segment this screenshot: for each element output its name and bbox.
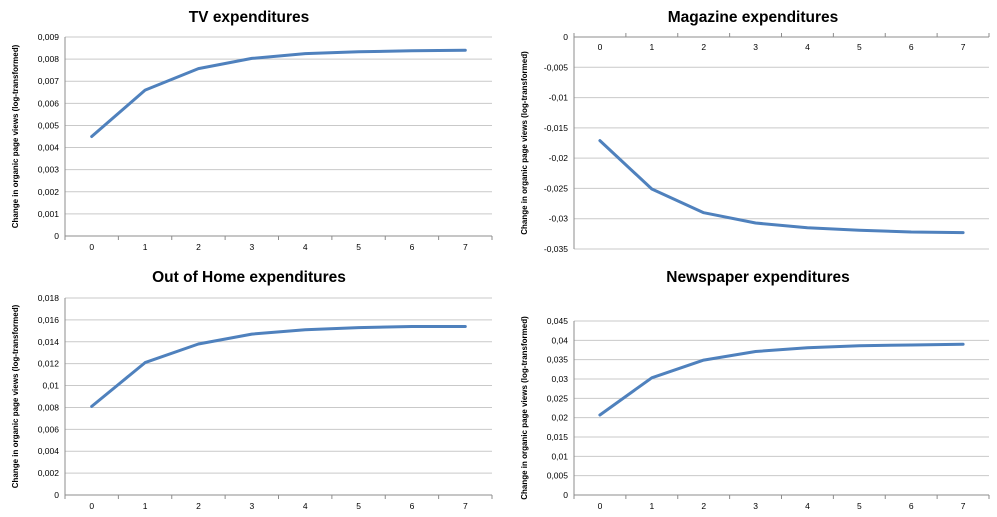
y-tick-label: 0 (54, 231, 59, 241)
x-tick-label: 3 (249, 501, 254, 511)
y-tick-label: 0,012 (38, 359, 60, 369)
y-tick-label: 0 (563, 490, 568, 500)
y-tick-label: -0,005 (544, 62, 568, 72)
y-tick-label: 0,01 (42, 381, 59, 391)
y-tick-label: 0,018 (38, 293, 60, 303)
x-tick-label: 2 (701, 42, 706, 52)
x-tick-label: 6 (909, 501, 914, 511)
x-tick-label: 5 (356, 242, 361, 252)
y-tick-label: 0,016 (38, 315, 60, 325)
data-point (962, 343, 965, 346)
y-tick-label: 0 (563, 32, 568, 42)
x-tick-label: 7 (961, 42, 966, 52)
y-axis-label: Change in organic page views (log-transf… (520, 316, 529, 500)
data-point (858, 344, 861, 347)
chart-title: Magazine expenditures (668, 9, 839, 26)
x-tick-label: 7 (961, 501, 966, 511)
chart-title: TV expenditures (189, 9, 310, 26)
x-tick-label: 2 (196, 242, 201, 252)
y-tick-label: 0,004 (38, 446, 60, 456)
y-tick-label: 0,006 (38, 424, 60, 434)
x-tick-label: 6 (410, 501, 415, 511)
y-tick-label: 0,03 (551, 374, 568, 384)
x-tick-label: 0 (89, 242, 94, 252)
y-tick-label: 0 (54, 490, 59, 500)
x-tick-label: 4 (303, 242, 308, 252)
y-tick-label: 0,001 (38, 209, 60, 219)
y-tick-label: 0,014 (38, 337, 60, 347)
x-tick-label: 6 (410, 242, 415, 252)
y-tick-label: -0,02 (549, 153, 569, 163)
x-tick-label: 0 (598, 42, 603, 52)
y-tick-label: 0,008 (38, 402, 60, 412)
x-tick-label: 0 (89, 501, 94, 511)
y-tick-label: 0,005 (547, 471, 569, 481)
y-tick-label: 0,025 (547, 393, 569, 403)
series-line (90, 325, 467, 408)
x-tick-label: 1 (649, 501, 654, 511)
x-tick-label: 5 (356, 501, 361, 511)
x-tick-label: 2 (196, 501, 201, 511)
x-tick-label: 3 (249, 242, 254, 252)
data-point (910, 343, 913, 346)
y-tick-label: 0,01 (551, 451, 568, 461)
x-tick-label: 7 (463, 242, 468, 252)
x-tick-label: 2 (701, 501, 706, 511)
y-tick-label: 0,002 (38, 187, 60, 197)
data-point (650, 376, 653, 379)
x-tick-label: 5 (857, 501, 862, 511)
y-tick-label: -0,03 (549, 214, 569, 224)
y-tick-label: 0,04 (551, 335, 568, 345)
y-tick-label: -0,035 (544, 244, 568, 254)
y-tick-label: -0,01 (549, 93, 569, 103)
y-axis-label: Change in organic page views (log-transf… (520, 51, 529, 235)
x-tick-label: 1 (649, 42, 654, 52)
x-tick-label: 4 (805, 501, 810, 511)
x-tick-label: 1 (143, 242, 148, 252)
data-point (754, 350, 757, 353)
x-tick-label: 6 (909, 42, 914, 52)
x-tick-label: 0 (598, 501, 603, 511)
y-tick-label: 0,045 (547, 316, 569, 326)
data-point (598, 413, 601, 416)
x-tick-label: 7 (463, 501, 468, 511)
data-point (806, 346, 809, 349)
y-tick-label: 0,004 (38, 143, 60, 153)
x-tick-label: 4 (805, 42, 810, 52)
y-tick-label: 0,005 (38, 120, 60, 130)
x-tick-label: 3 (753, 42, 758, 52)
y-tick-label: 0,02 (551, 413, 568, 423)
y-tick-label: 0,007 (38, 76, 60, 86)
y-tick-label: 0,003 (38, 165, 60, 175)
x-tick-label: 5 (857, 42, 862, 52)
y-tick-label: 0,006 (38, 98, 60, 108)
x-tick-label: 3 (753, 501, 758, 511)
y-tick-label: 0,009 (38, 32, 60, 42)
y-tick-label: -0,015 (544, 123, 568, 133)
y-axis-label: Change in organic page views (log-transf… (11, 44, 20, 228)
series-line (598, 342, 965, 417)
chart-title: Out of Home expenditures (152, 269, 346, 286)
series-line (598, 139, 965, 235)
x-tick-label: 4 (303, 501, 308, 511)
x-tick-label: 1 (143, 501, 148, 511)
series-line (90, 48, 467, 138)
y-tick-label: 0,035 (547, 355, 569, 365)
y-tick-label: 0,008 (38, 54, 60, 64)
y-tick-label: 0,002 (38, 468, 60, 478)
chart-title: Newspaper expenditures (666, 269, 849, 286)
y-axis-label: Change in organic page views (log-transf… (11, 304, 20, 488)
data-point (702, 359, 705, 362)
y-tick-label: 0,015 (547, 432, 569, 442)
y-tick-label: -0,025 (544, 183, 568, 193)
